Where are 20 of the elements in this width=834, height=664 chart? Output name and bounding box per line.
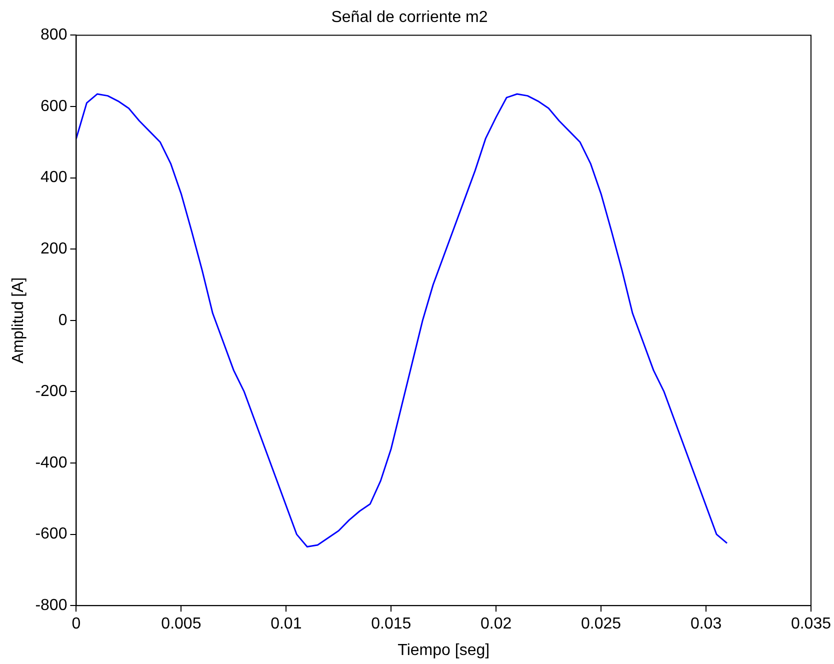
y-tick-label: 0 [58,312,68,329]
x-axis-title: Tiempo [seg] [398,642,490,659]
y-tick-label: 400 [40,169,68,186]
x-tick-label: 0.02 [480,616,512,633]
chart-title: Señal de corriente m2 [331,9,488,26]
x-tick-label: 0 [72,616,81,633]
y-axis-title: Amplitud [A] [10,277,28,364]
y-tick-label: -600 [35,526,68,543]
x-tick-label: 0.015 [371,616,412,633]
x-tick-label: 0.01 [270,616,302,633]
x-tick-label: 0.03 [690,616,722,633]
y-tick-label: 600 [40,98,68,115]
y-tick-label: -800 [35,597,68,614]
x-tick-label: 0.005 [161,616,202,633]
y-tick-label: -200 [35,383,68,400]
y-tick-label: -400 [35,454,68,472]
x-tick-label: 0.035 [790,616,832,633]
y-tick-label: 800 [40,26,68,44]
y-tick-label: 200 [40,240,68,258]
x-tick-label: 0.025 [581,616,622,633]
